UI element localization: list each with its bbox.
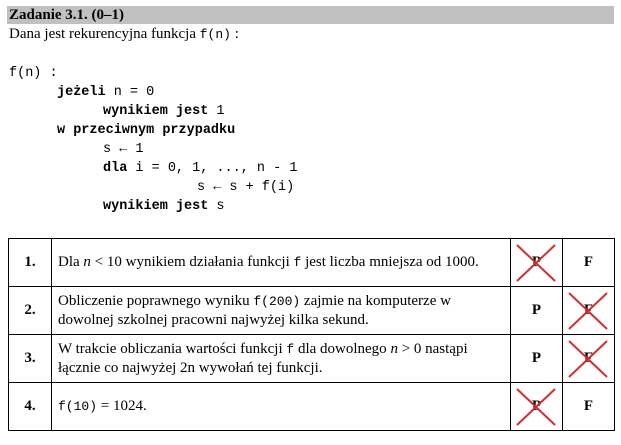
intro-suffix: : (230, 26, 239, 42)
statement-text: Obliczenie poprawnego wyniku f(200) zajm… (51, 286, 511, 335)
option-f[interactable]: F (562, 334, 615, 383)
option-p[interactable]: P (510, 286, 563, 335)
code-result-line-2: wynikiem jest s (103, 199, 225, 214)
option-f[interactable]: F (562, 286, 615, 335)
code-loop-body: s ← s + f(i) (197, 180, 295, 195)
table-row: 3. W trakcie obliczania wartości funkcji… (8, 334, 615, 383)
cross-mark-icon (516, 388, 556, 426)
row-number: 1. (8, 238, 52, 287)
statement-text: W trakcie obliczania wartości funkcji f … (51, 334, 511, 383)
code-result-line-1: wynikiem jest 1 (103, 104, 225, 119)
code-if-condition: n = 0 (105, 85, 155, 100)
code-for-line: dla i = 0, 1, ..., n - 1 (103, 161, 297, 176)
code-if-line: jeżeli n = 0 (57, 85, 154, 100)
option-f[interactable]: F (562, 382, 615, 431)
row-number: 4. (8, 382, 52, 431)
table-row: 1. Dla n < 10 wynikiem działania funkcji… (8, 238, 615, 287)
code-if-keyword: jeżeli (57, 85, 106, 100)
statement-text: f(10) = 1024. (51, 382, 511, 431)
code-for-range: i = 0, 1, ..., n - 1 (127, 161, 298, 176)
code-result-value-2: s (208, 199, 225, 214)
option-p[interactable]: P (510, 382, 563, 431)
code-assign-line: s ← 1 (103, 142, 144, 157)
code-for-keyword: dla (103, 161, 128, 176)
code-signature: f(n) : (9, 66, 58, 81)
cross-mark-icon (568, 340, 608, 378)
row-number: 2. (8, 286, 52, 335)
option-p[interactable]: P (510, 334, 563, 383)
row-number: 3. (8, 334, 52, 383)
option-p[interactable]: P (510, 238, 563, 287)
code-else-line: w przeciwnym przypadku (57, 123, 236, 138)
cross-mark-icon (516, 244, 556, 282)
option-f[interactable]: F (562, 238, 615, 287)
task-intro: Dana jest rekurencyjna funkcja f(n) : (9, 26, 239, 43)
intro-function: f(n) (199, 27, 231, 42)
statement-text: Dla n < 10 wynikiem działania funkcji f … (51, 238, 511, 287)
intro-text: Dana jest rekurencyjna funkcja (9, 26, 200, 42)
code-result-value: 1 (208, 104, 225, 119)
true-false-table: 1. Dla n < 10 wynikiem działania funkcji… (8, 238, 615, 431)
code-result-keyword-2: wynikiem jest (103, 199, 209, 214)
code-result-keyword: wynikiem jest (103, 104, 209, 119)
table-row: 2. Obliczenie poprawnego wyniku f(200) z… (8, 286, 615, 335)
task-title: Zadanie 3.1. (0–1) (7, 6, 614, 24)
table-row: 4. f(10) = 1024. P F (8, 382, 615, 431)
cross-mark-icon (568, 292, 608, 330)
